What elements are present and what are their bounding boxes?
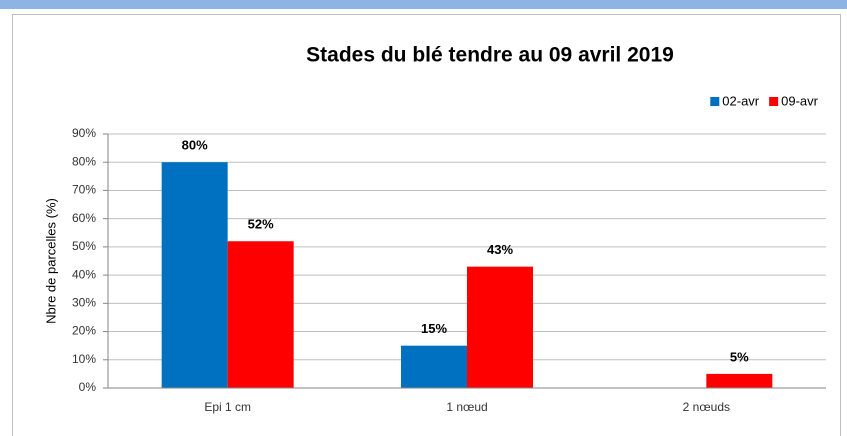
top-strip: [0, 0, 847, 9]
y-tick-label: 80%: [72, 154, 96, 168]
y-tick-label: 10%: [72, 352, 96, 366]
y-tick-label: 0%: [79, 380, 97, 394]
y-tick-label: 50%: [72, 239, 96, 253]
y-tick-label: 90%: [72, 126, 96, 140]
bar: [467, 266, 533, 388]
y-axis-label: Nbre de parcelles (%): [43, 198, 58, 324]
legend-label: 02-avr: [722, 93, 760, 108]
data-label: 5%: [730, 349, 749, 364]
y-tick-label: 70%: [72, 183, 96, 197]
x-tick-label: Epi 1 cm: [204, 400, 251, 414]
bar: [401, 345, 467, 388]
y-tick-label: 40%: [72, 267, 96, 281]
x-tick-label: 2 nœuds: [683, 400, 730, 414]
legend-swatch: [710, 97, 720, 106]
y-tick-label: 30%: [72, 296, 96, 310]
chart-title: Stades du blé tendre au 09 avril 2019: [306, 44, 674, 67]
bar: [706, 373, 773, 388]
y-tick-label: 60%: [72, 211, 96, 225]
y-tick-label: 20%: [72, 324, 96, 338]
data-label: 15%: [421, 321, 447, 336]
legend-swatch: [769, 97, 779, 106]
bar: [227, 241, 294, 388]
x-tick-label: 1 nœud: [446, 400, 487, 414]
data-label: 80%: [182, 138, 208, 153]
data-label: 52%: [248, 217, 274, 232]
data-label: 43%: [487, 242, 513, 257]
legend-label: 09-avr: [781, 93, 819, 108]
bar: [161, 162, 228, 388]
